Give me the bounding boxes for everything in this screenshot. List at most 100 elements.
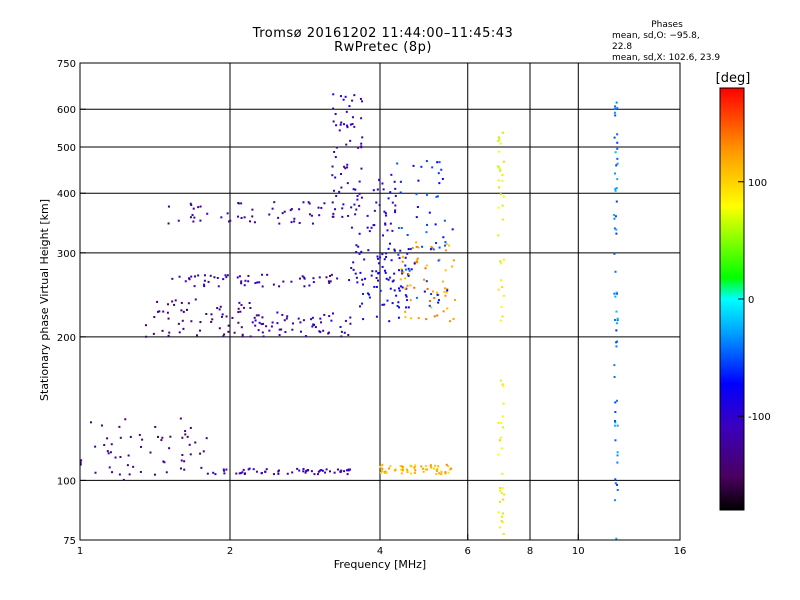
data-point	[356, 281, 359, 284]
data-point	[498, 138, 501, 141]
data-point	[340, 469, 343, 472]
data-point	[191, 214, 194, 217]
data-point	[616, 133, 619, 136]
data-point	[435, 473, 438, 476]
data-point	[385, 471, 388, 474]
data-point	[194, 275, 197, 278]
data-point	[302, 470, 305, 473]
data-point	[334, 176, 337, 179]
data-point	[347, 333, 350, 336]
data-point	[444, 472, 447, 475]
data-point	[359, 305, 362, 308]
data-point	[106, 450, 109, 453]
data-point	[180, 309, 183, 312]
data-point	[389, 276, 392, 279]
stats-o-line: mean, sd,O: −95.8, 22.8	[612, 31, 700, 52]
data-point	[616, 322, 619, 325]
data-point	[271, 207, 274, 210]
data-point	[277, 470, 280, 473]
data-point	[272, 283, 275, 286]
data-point	[339, 95, 342, 98]
data-point	[406, 252, 409, 255]
data-point	[349, 322, 352, 325]
data-point	[417, 317, 420, 320]
data-point	[162, 310, 165, 313]
data-point	[281, 313, 284, 316]
data-point	[437, 172, 440, 175]
data-point	[342, 98, 345, 101]
data-point	[312, 323, 315, 326]
data-point	[322, 329, 325, 332]
data-point	[399, 285, 402, 288]
data-point	[334, 208, 337, 211]
data-point	[182, 327, 185, 330]
data-point	[327, 280, 330, 283]
data-point	[243, 284, 246, 287]
data-point	[338, 129, 341, 132]
data-point	[401, 467, 404, 470]
data-point	[614, 215, 617, 218]
data-point	[318, 469, 321, 472]
data-point	[237, 215, 240, 218]
data-point	[193, 216, 196, 219]
data-point	[194, 298, 197, 301]
data-point	[331, 174, 334, 177]
data-point	[358, 192, 361, 195]
data-point	[167, 303, 170, 306]
data-point	[400, 226, 403, 229]
data-point	[447, 471, 450, 474]
y-tick-label: 200	[57, 333, 76, 344]
data-point	[406, 471, 409, 474]
data-point	[381, 467, 384, 470]
data-point	[332, 107, 335, 110]
data-point	[501, 173, 504, 176]
data-point	[361, 136, 364, 139]
data-point	[301, 275, 304, 278]
data-point	[614, 499, 617, 502]
data-point	[226, 212, 229, 215]
data-point	[501, 426, 504, 429]
data-point	[501, 286, 504, 289]
data-point	[184, 280, 187, 283]
data-point	[211, 318, 214, 321]
data-point	[252, 468, 255, 471]
data-point	[400, 268, 403, 271]
data-point	[417, 179, 420, 182]
data-point	[366, 214, 369, 217]
data-point	[303, 285, 306, 288]
data-point	[89, 421, 92, 424]
data-point	[613, 217, 616, 220]
data-point	[391, 302, 394, 305]
data-point	[320, 206, 323, 209]
data-point	[342, 203, 345, 206]
data-point	[616, 317, 619, 320]
data-point	[375, 201, 378, 204]
data-point	[423, 290, 426, 293]
y-axis-label: Stationary phase Virtual Height [km]	[38, 199, 51, 401]
data-point	[420, 465, 423, 468]
data-point	[181, 453, 184, 456]
data-point	[206, 472, 209, 475]
data-point	[428, 211, 431, 214]
data-point	[343, 165, 346, 168]
data-point	[497, 140, 500, 143]
data-point	[430, 466, 433, 469]
data-point	[318, 214, 321, 217]
data-point	[180, 301, 183, 304]
data-point	[376, 257, 379, 260]
data-point	[404, 264, 407, 267]
data-point	[613, 364, 616, 367]
data-point	[381, 303, 384, 306]
x-axis-label: Frequency [MHz]	[334, 558, 426, 571]
data-point	[317, 470, 320, 473]
data-point	[362, 318, 365, 321]
data-point	[346, 473, 349, 476]
data-point	[436, 314, 439, 317]
data-point	[188, 443, 191, 446]
data-point	[404, 268, 407, 271]
data-point	[359, 271, 362, 274]
data-point	[276, 322, 279, 325]
data-point	[615, 399, 618, 402]
data-point	[261, 273, 264, 276]
data-point	[187, 302, 190, 305]
